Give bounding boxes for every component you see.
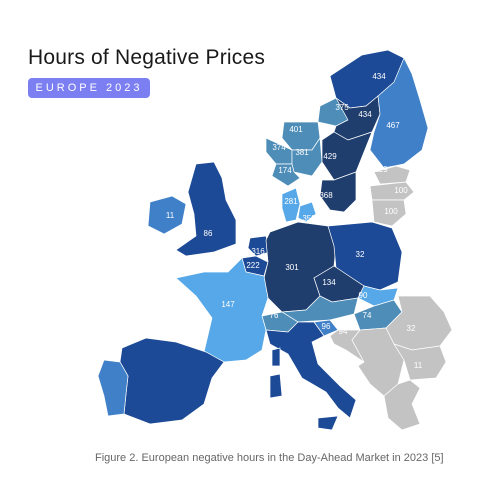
label-south-central-sweden: 429 (323, 152, 337, 161)
label-north-norway: 434 (372, 72, 386, 81)
region-poland[interactable] (327, 221, 403, 291)
label-ireland: 11 (166, 211, 175, 220)
label-great-britain: 86 (204, 229, 213, 238)
region-great-britain[interactable] (175, 161, 237, 257)
label-austria: 76 (270, 311, 279, 320)
label-central-sweden: 434 (358, 110, 372, 119)
region-west-denmark[interactable] (281, 187, 301, 223)
region-east-denmark[interactable] (297, 201, 317, 223)
label-poland: 32 (356, 250, 365, 259)
label-bulgaria: 11 (414, 361, 423, 370)
subtitle-badge: EUROPE 2023 (28, 78, 150, 98)
label-finland: 467 (386, 121, 400, 130)
region-austria[interactable] (280, 295, 359, 323)
label-slovakia: 90 (359, 291, 368, 300)
region-south-central-sweden[interactable] (321, 131, 373, 181)
page-title: Hours of Negative Prices (28, 46, 266, 69)
region-south-norway[interactable] (271, 163, 301, 187)
label-east-norway: 381 (295, 148, 309, 157)
label-romania: 32 (407, 324, 416, 333)
label-czechia: 134 (322, 278, 336, 287)
label-hungary: 74 (363, 311, 372, 320)
figure-caption: Figure 2. European negative hours in the… (95, 452, 444, 464)
label-lithuania: 100 (384, 207, 398, 216)
region-latvia[interactable] (369, 181, 415, 201)
label-mid-norway: 375 (335, 103, 349, 112)
label-estonia: 129 (374, 165, 388, 174)
region-france[interactable] (175, 257, 269, 363)
label-germany: 301 (285, 263, 299, 272)
region-sardinia[interactable] (269, 373, 283, 399)
label-slovenia: 96 (322, 322, 331, 331)
region-greece[interactable] (383, 379, 421, 431)
label-belgium: 222 (246, 261, 260, 270)
label-south-sweden: 368 (319, 191, 333, 200)
region-south-sweden[interactable] (319, 171, 357, 213)
label-latvia: 100 (394, 186, 408, 195)
label-west-norway: 401 (289, 125, 303, 134)
region-portugal[interactable] (97, 359, 129, 417)
label-france: 147 (221, 300, 235, 309)
region-bulgaria[interactable] (393, 343, 447, 381)
label-east-denmark: 358 (302, 214, 316, 223)
label-southwest-norway: 374 (272, 143, 286, 152)
label-south-norway: 174 (278, 166, 292, 175)
label-croatia: 94 (339, 327, 348, 336)
region-lithuania[interactable] (371, 199, 407, 227)
region-netherlands[interactable] (247, 235, 271, 257)
region-estonia[interactable] (373, 165, 411, 185)
region-ireland[interactable] (147, 195, 187, 235)
region-corsica[interactable] (271, 347, 281, 367)
label-west-denmark: 281 (284, 197, 298, 206)
label-netherlands: 316 (251, 247, 265, 256)
region-sicily[interactable] (317, 415, 339, 431)
region-italy[interactable] (265, 321, 357, 419)
region-finland[interactable] (369, 57, 429, 169)
